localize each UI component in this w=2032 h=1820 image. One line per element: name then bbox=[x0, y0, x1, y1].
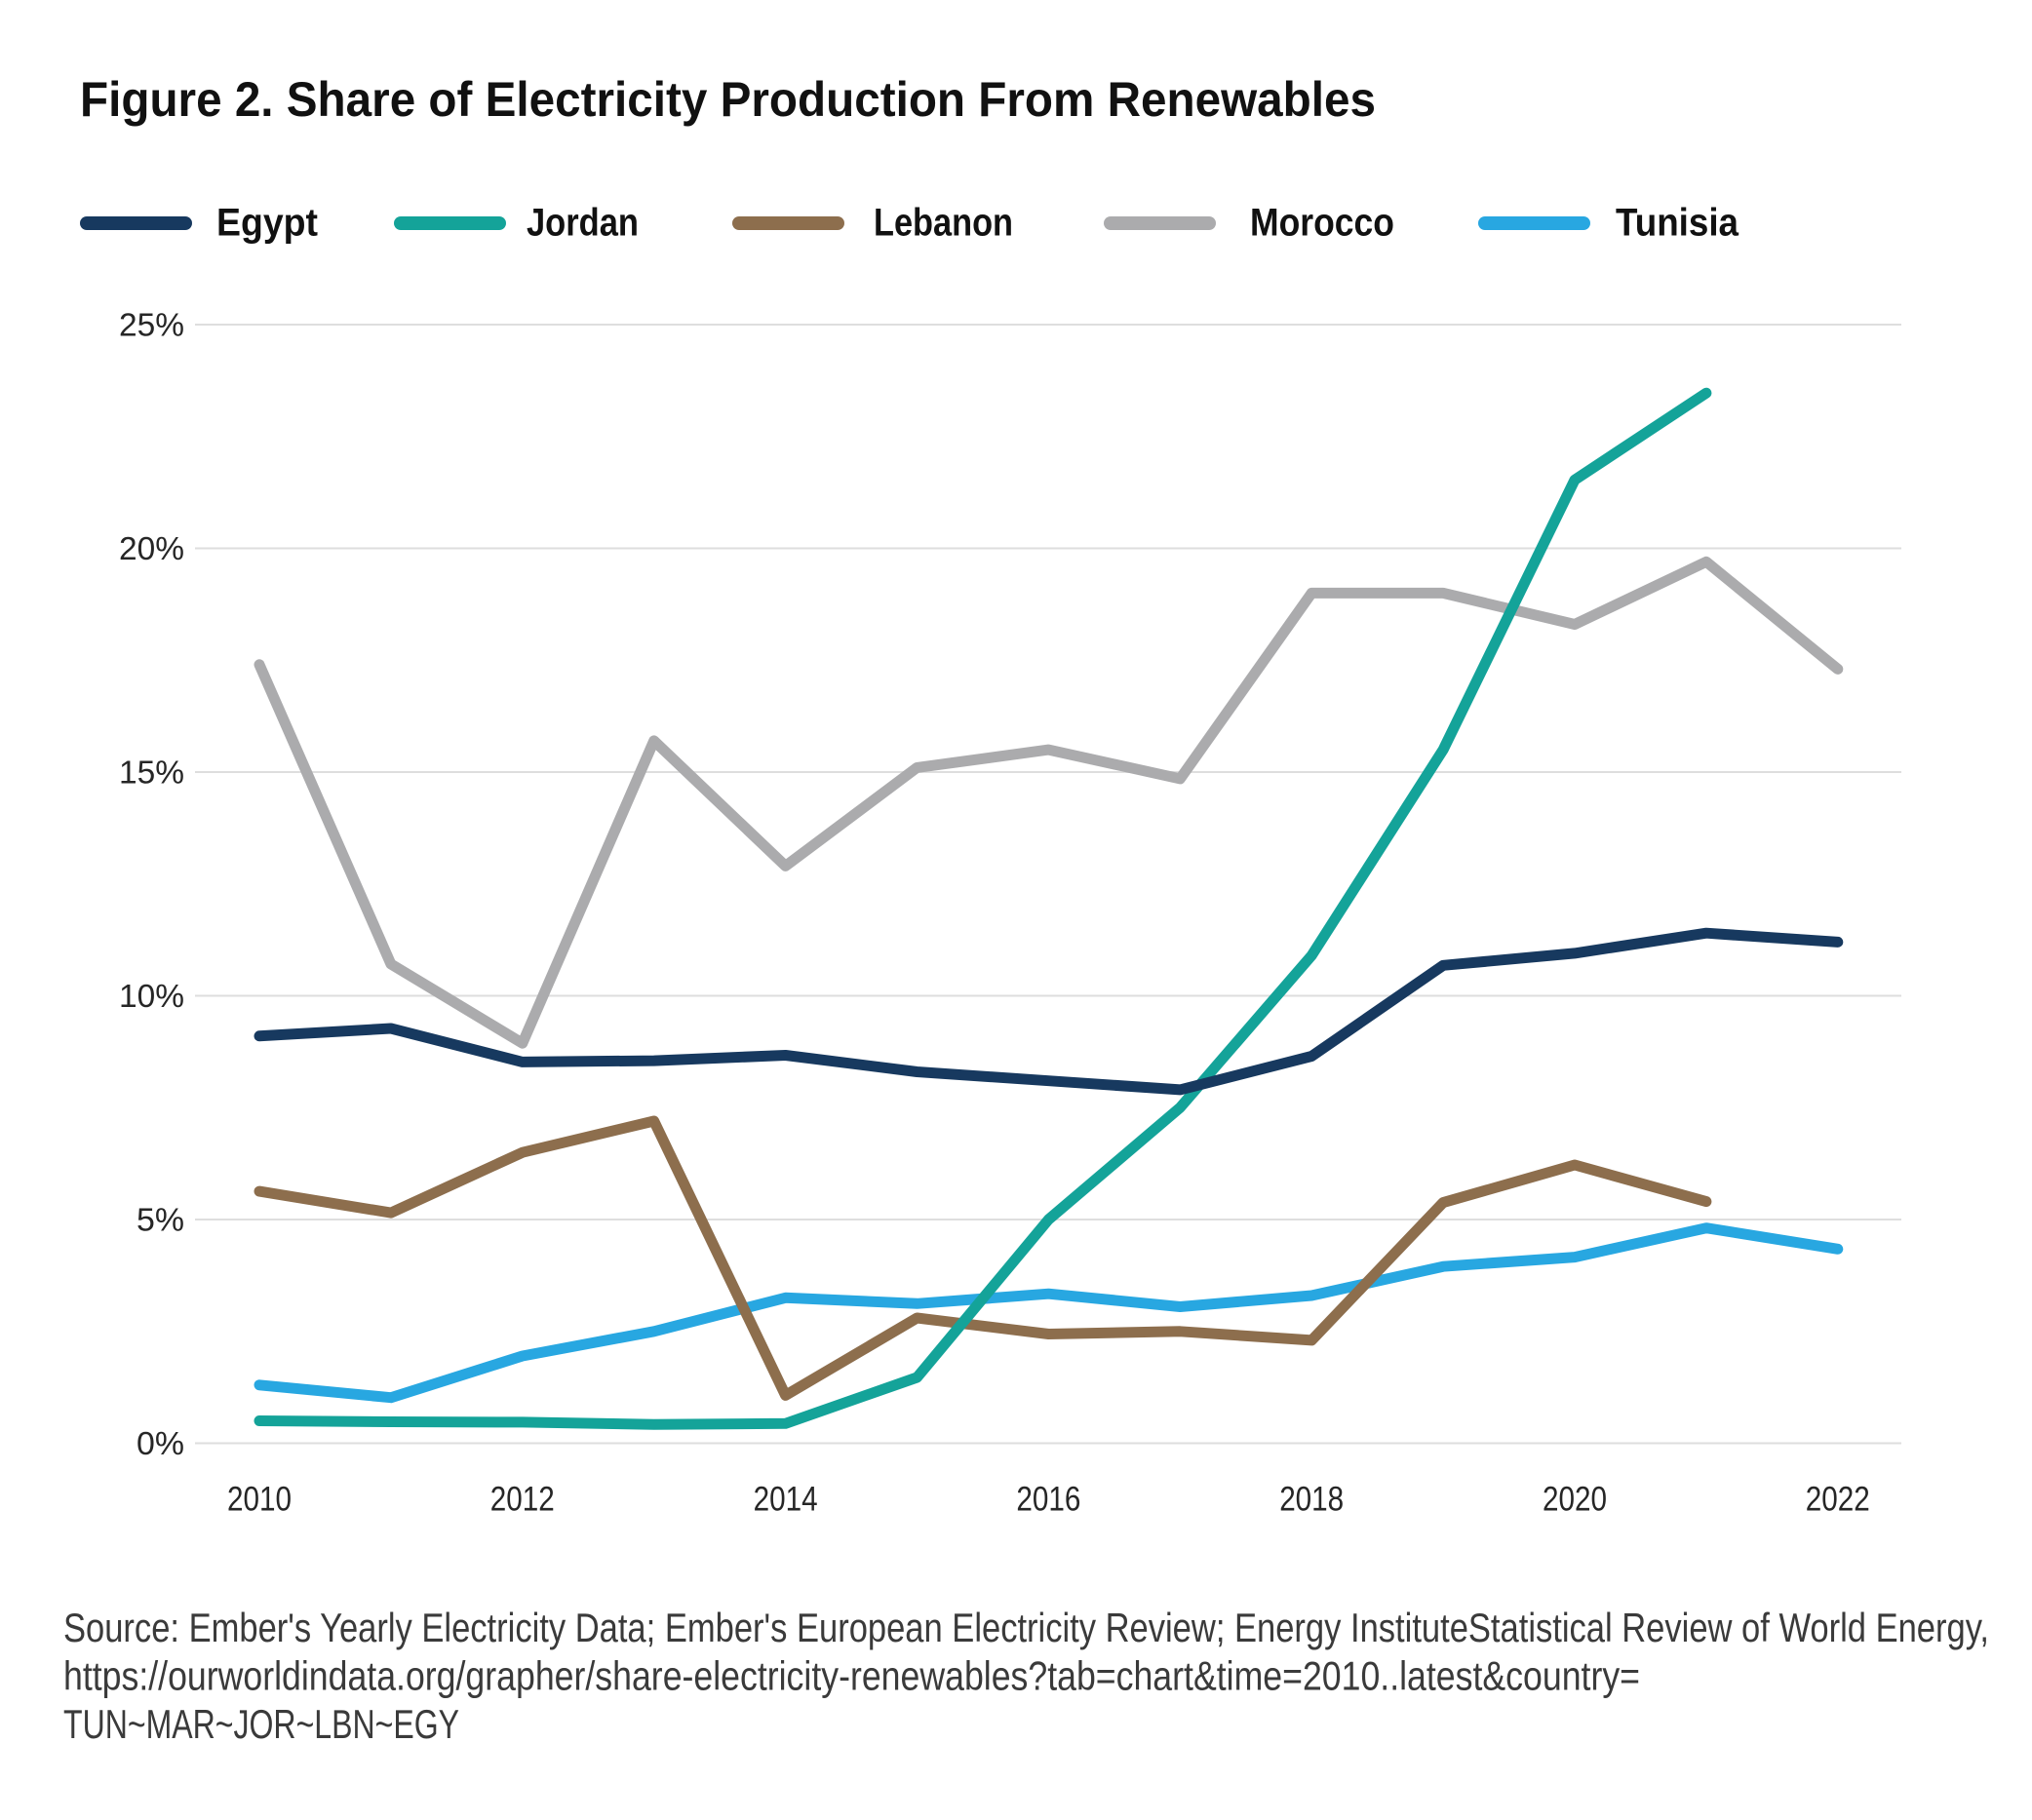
svg-text:Source: Ember's Yearly Electri: Source: Ember's Yearly Electricity Data;… bbox=[63, 1605, 1989, 1650]
svg-text:Figure 2. Share of Electricity: Figure 2. Share of Electricity Productio… bbox=[80, 72, 1376, 127]
svg-text:Morocco: Morocco bbox=[1250, 202, 1394, 245]
svg-text:5%: 5% bbox=[137, 1202, 184, 1238]
svg-text:10%: 10% bbox=[119, 978, 184, 1014]
svg-text:TUN~MAR~JOR~LBN~EGY: TUN~MAR~JOR~LBN~EGY bbox=[63, 1701, 459, 1747]
svg-text:2020: 2020 bbox=[1543, 1481, 1607, 1519]
svg-text:Egypt: Egypt bbox=[216, 202, 318, 245]
svg-text:25%: 25% bbox=[119, 307, 184, 343]
svg-text:2014: 2014 bbox=[754, 1481, 818, 1519]
svg-text:Jordan: Jordan bbox=[527, 202, 639, 245]
svg-text:Lebanon: Lebanon bbox=[874, 202, 1013, 245]
svg-text:0%: 0% bbox=[137, 1425, 184, 1461]
svg-text:2012: 2012 bbox=[490, 1481, 555, 1519]
svg-text:https://ourworldindata.org/gra: https://ourworldindata.org/grapher/share… bbox=[63, 1653, 1640, 1699]
svg-text:2022: 2022 bbox=[1806, 1481, 1870, 1519]
svg-text:Tunisia: Tunisia bbox=[1616, 202, 1739, 245]
svg-text:15%: 15% bbox=[119, 755, 184, 791]
svg-text:2018: 2018 bbox=[1279, 1481, 1344, 1519]
svg-text:2010: 2010 bbox=[227, 1481, 292, 1519]
svg-text:2016: 2016 bbox=[1016, 1481, 1080, 1519]
svg-text:20%: 20% bbox=[119, 530, 184, 566]
